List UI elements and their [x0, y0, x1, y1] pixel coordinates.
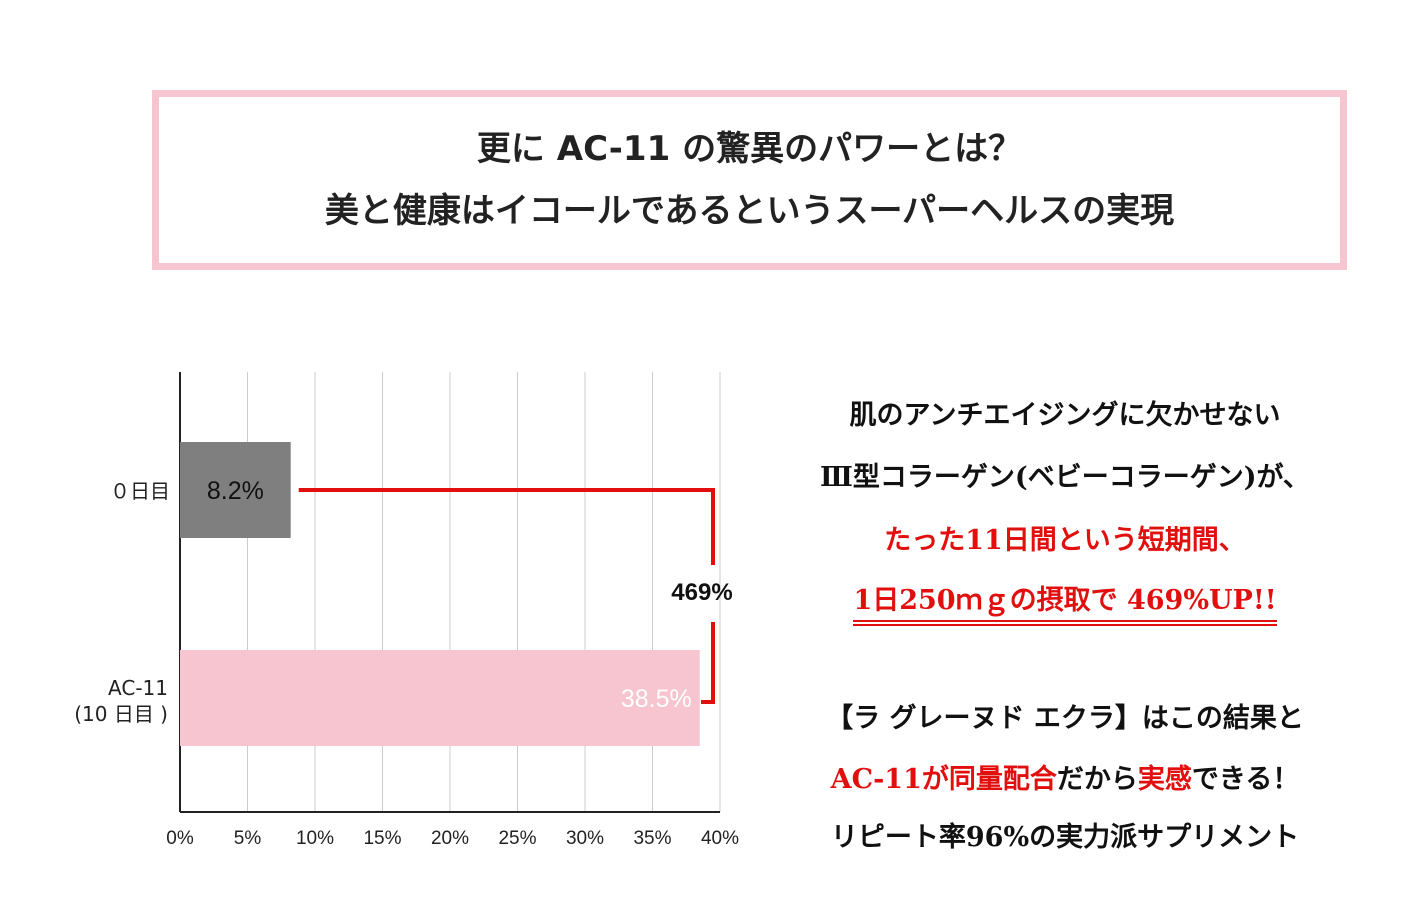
x-tick-label: 25%: [498, 828, 536, 849]
copy-line-4: 1日250ｍｇの摂取で 469%UP!!: [853, 578, 1277, 626]
bracket-lower: [701, 622, 715, 704]
copy-line-4-wrap: 1日250ｍｇの摂取で 469%UP!!: [770, 578, 1360, 626]
category-label: (10 日目 ): [74, 702, 168, 726]
bar-value-label: 8.2%: [207, 477, 264, 505]
copy-line-6-end: できる！: [1191, 764, 1300, 795]
copy-line-6-red-2: 実感: [1137, 764, 1192, 795]
copy-line-6-mid: だから: [1056, 764, 1138, 795]
copy-line-3: たった11日間という短期間、: [884, 525, 1246, 556]
copy-line-2: Ⅲ型コラーゲン(ベビーコラーゲン)が、: [820, 462, 1310, 493]
title-line-1: 更に AC-11 の驚異のパワーとは？: [476, 129, 1023, 169]
category-label: ０日目: [110, 479, 170, 503]
copy-line-6: AC-11が同量配合だから実感できる！: [770, 757, 1360, 796]
x-tick-label: 30%: [566, 828, 604, 849]
bracket-upper: [298, 488, 715, 565]
copy-line-6-red-1: AC-11が同量配合: [830, 764, 1057, 795]
x-tick-label: 10%: [296, 828, 334, 849]
x-tick-label: 5%: [234, 828, 262, 849]
bar-value-label: 38.5%: [621, 685, 692, 713]
copy-line-7: リピート率96%の実力派サプリメント: [830, 822, 1300, 853]
bar-chart: 0% 5% 10% 15% 20% 25% 30% 35% 40% 8.2% ０日目 38.5% AC-…: [74, 372, 739, 849]
category-label: AC-11: [108, 676, 168, 700]
x-tick-label: 15%: [363, 828, 401, 849]
increase-annotation: 469%: [671, 579, 732, 606]
copy-line-1: 肌のアンチエイジングに欠かせない: [849, 400, 1281, 431]
title-box: 更に AC-11 の驚異のパワーとは？ 美と健康はイコールであるというスーパーヘ…: [152, 90, 1347, 270]
copy-line-5: 【ラ グレーヌド エクラ】はこの結果と: [826, 703, 1304, 734]
x-tick-label: 35%: [633, 828, 671, 849]
x-tick-label: 0%: [166, 828, 194, 849]
title-line-2: 美と健康はイコールであるというスーパーヘルスの実現: [324, 191, 1175, 231]
x-tick-label: 40%: [701, 828, 739, 849]
x-tick-label: 20%: [431, 828, 469, 849]
bar: [180, 650, 700, 746]
bar: [180, 442, 291, 538]
